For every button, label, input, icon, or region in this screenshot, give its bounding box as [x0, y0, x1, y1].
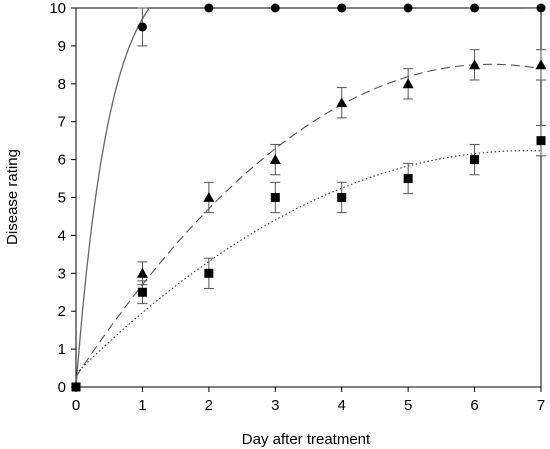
fit-curve-series-2 — [76, 63, 541, 378]
data-point-square — [403, 174, 413, 184]
data-point-triangle — [336, 97, 348, 108]
x-tick-label: 5 — [404, 397, 412, 414]
data-point-circle — [470, 3, 480, 13]
data-point-triangle — [203, 192, 215, 202]
fit-curve-series-1 — [76, 8, 541, 387]
data-point-circle — [337, 3, 347, 13]
y-tick-label: 5 — [58, 190, 66, 207]
x-axis-label: Day after treatment — [242, 431, 371, 448]
data-point-circle — [403, 3, 413, 13]
data-point-square — [204, 268, 214, 278]
data-point-circle — [270, 3, 280, 13]
x-tick-label: 1 — [138, 397, 146, 414]
y-tick-label: 7 — [58, 114, 66, 131]
data-point-square — [270, 193, 280, 202]
data-point-circle — [204, 3, 214, 13]
y-tick-label: 9 — [58, 38, 66, 55]
error-bars-layer — [137, 7, 546, 305]
y-tick-label: 10 — [49, 0, 66, 17]
data-point-triangle — [136, 267, 148, 278]
data-point-triangle — [535, 59, 547, 70]
y-tick-label: 0 — [58, 379, 66, 396]
data-point-circle — [137, 22, 147, 32]
data-point-square — [470, 155, 480, 165]
fit-curve-series-3 — [76, 150, 541, 374]
y-tick-label: 8 — [58, 76, 66, 93]
data-point-triangle — [469, 59, 481, 70]
x-tick-label: 0 — [72, 397, 80, 414]
y-tick-label: 1 — [58, 341, 66, 358]
y-tick-label: 3 — [58, 265, 66, 282]
data-point-circle — [536, 3, 546, 13]
data-point-square — [536, 136, 546, 146]
data-point-triangle — [269, 154, 281, 164]
data-point-triangle — [402, 78, 414, 89]
x-tick-label: 3 — [271, 397, 279, 414]
y-tick-label: 4 — [58, 227, 66, 244]
x-tick-label: 2 — [205, 397, 213, 414]
y-tick-label: 2 — [58, 303, 66, 320]
x-tick-label: 4 — [338, 397, 346, 414]
y-axis-label: Disease rating — [4, 149, 21, 245]
markers-layer — [71, 3, 547, 392]
x-tick-label: 7 — [537, 397, 545, 414]
fit-curves-layer — [76, 8, 541, 387]
y-tick-label: 6 — [58, 152, 66, 169]
data-point-square — [337, 193, 347, 202]
data-point-square — [71, 382, 81, 392]
x-tick-label: 6 — [470, 397, 478, 414]
data-point-square — [137, 287, 147, 297]
